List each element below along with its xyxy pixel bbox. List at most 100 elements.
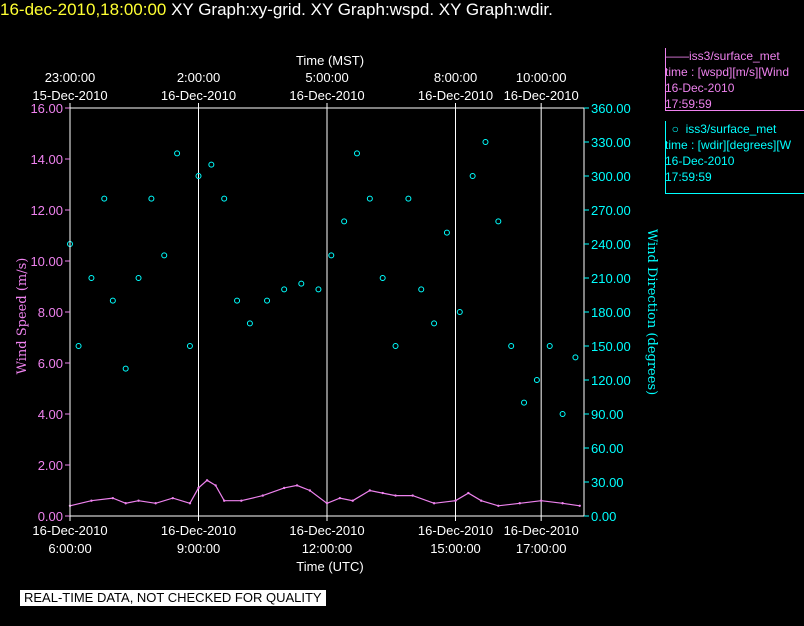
legend-wspd-box (665, 48, 804, 111)
quality-notice: REAL-TIME DATA, NOT CHECKED FOR QUALITY (20, 590, 326, 606)
wdir-point (533, 377, 540, 383)
wspd-point (137, 499, 140, 502)
legend-wspd-date: 16-Dec-2010 (665, 81, 735, 95)
top-tick-date: 16-Dec-2010 (418, 88, 493, 103)
top-tick-date: 15-Dec-2010 (32, 88, 107, 103)
wdir-point (315, 286, 322, 293)
wdir-point (508, 343, 515, 349)
wspd-point (539, 499, 543, 502)
top-tick-time: 23:00:00 (45, 70, 96, 85)
wdir-point (174, 150, 181, 157)
right-tick-label: 0.00 (591, 509, 616, 524)
left-axis: 0.00 2.00 4.00 6.00 8.00 10.00 12.00 14.00 16.00 (30, 101, 70, 524)
legend-wdir-time: 17:59:59 (665, 170, 712, 184)
wdir-point (221, 195, 228, 202)
wdir-point (366, 195, 373, 202)
wspd-point (497, 504, 500, 507)
right-axis: 0.00 30.00 60.00 90.00 120.00 150.00 180.00 210… (584, 101, 631, 524)
wdir-point (456, 309, 463, 315)
left-tick-label: 12.00 (30, 203, 63, 218)
legend-wspd: ——iss3/surface_met time : [wspd][m/s][Wi… (665, 48, 804, 112)
wdir-point (75, 343, 82, 349)
top-tick-date: 16-Dec-2010 (289, 88, 364, 103)
top-tick-date: 16-Dec-2010 (161, 88, 236, 103)
wdir-point (246, 320, 253, 327)
page-timestamp: 16-dec-2010,18:00:00 (0, 0, 167, 19)
wspd-point (214, 484, 217, 487)
left-axis-title: Wind Speed (m/s) (15, 258, 30, 375)
page-title: 16-dec-2010,18:00:00 XY Graph:xy-grid. X… (0, 0, 553, 22)
wspd-line (69, 479, 580, 507)
wspd-point (154, 502, 157, 505)
right-tick-label: 270.00 (591, 203, 631, 218)
wdir-point (521, 399, 528, 406)
wdir-series (67, 139, 579, 417)
right-tick-label: 210.00 (591, 271, 631, 286)
wdir-point (148, 195, 155, 202)
legend-wdir-var: time : [wdir][degrees][W (665, 138, 792, 152)
wspd-point (205, 479, 209, 482)
legend-wspd-name: ——iss3/surface_met (665, 49, 780, 63)
wspd-point (295, 484, 299, 487)
graph-list: XY Graph:xy-grid. XY Graph:wspd. XY Grap… (171, 0, 553, 19)
wdir-point (122, 365, 129, 372)
wdir-point (482, 139, 489, 145)
wspd-point (325, 502, 329, 505)
left-tick-label: 14.00 (30, 152, 63, 167)
wdir-point (469, 173, 476, 179)
left-tick-label: 4.00 (38, 407, 63, 422)
wspd-point (411, 494, 414, 497)
wdir-point (546, 343, 553, 349)
wdir-point (379, 275, 386, 281)
wdir-point (281, 286, 288, 293)
bottom-axis: 16-Dec-2010 6:00:00 16-Dec-2010 9:00:00 16-D… (32, 516, 579, 556)
left-tick-label: 0.00 (38, 509, 63, 524)
wspd-point (308, 489, 312, 492)
right-tick-label: 150.00 (591, 339, 631, 354)
wdir-point (353, 150, 360, 157)
wdir-point (195, 173, 202, 179)
top-tick-time: 8:00:00 (434, 70, 477, 85)
wspd-point (171, 496, 174, 500)
wspd-point (261, 494, 264, 497)
right-tick-label: 360.00 (591, 101, 631, 116)
bottom-tick-time: 9:00:00 (177, 541, 220, 556)
right-tick-label: 60.00 (591, 441, 624, 456)
wdir-point (495, 218, 502, 225)
bottom-tick-time: 15:00:00 (430, 541, 481, 556)
wdir-point (392, 343, 399, 349)
top-axis: 23:00:00 15-Dec-2010 2:00:00 16-Dec-2010 5:0… (32, 70, 579, 108)
wdir-point (298, 280, 305, 287)
wspd-point (282, 486, 286, 490)
bottom-tick-date: 16-Dec-2010 (289, 523, 364, 538)
right-tick-label: 300.00 (591, 169, 631, 184)
wspd-point (394, 494, 397, 497)
wspd-point (454, 499, 457, 502)
legend-wspd-time: 17:59:59 (665, 97, 712, 111)
bottom-tick-time: 12:00:00 (302, 541, 353, 556)
wdir-point (341, 218, 348, 225)
wdir-point (405, 195, 412, 202)
wdir-point (234, 297, 241, 304)
wdir-point (443, 229, 450, 236)
bottom-axis-title: Time (UTC) (296, 559, 363, 574)
right-tick-label: 120.00 (591, 373, 631, 388)
top-tick-time: 5:00:00 (305, 70, 348, 85)
legend-wdir-date: 16-Dec-2010 (665, 154, 735, 168)
left-tick-label: 6.00 (38, 356, 63, 371)
bottom-tick-date: 16-Dec-2010 (418, 523, 493, 538)
right-tick-label: 240.00 (591, 237, 631, 252)
wdir-point (431, 320, 438, 327)
top-tick-time: 10:00:00 (516, 70, 567, 85)
wspd-series (68, 479, 581, 507)
left-tick-label: 10.00 (30, 254, 63, 269)
wspd-point (240, 499, 243, 502)
top-axis-title: Time (MST) (296, 53, 364, 68)
wdir-point (559, 411, 566, 417)
wspd-point (188, 502, 192, 505)
wdir-point (135, 275, 142, 281)
left-tick-label: 2.00 (38, 458, 63, 473)
wspd-point (432, 502, 436, 505)
right-tick-label: 90.00 (591, 407, 624, 422)
